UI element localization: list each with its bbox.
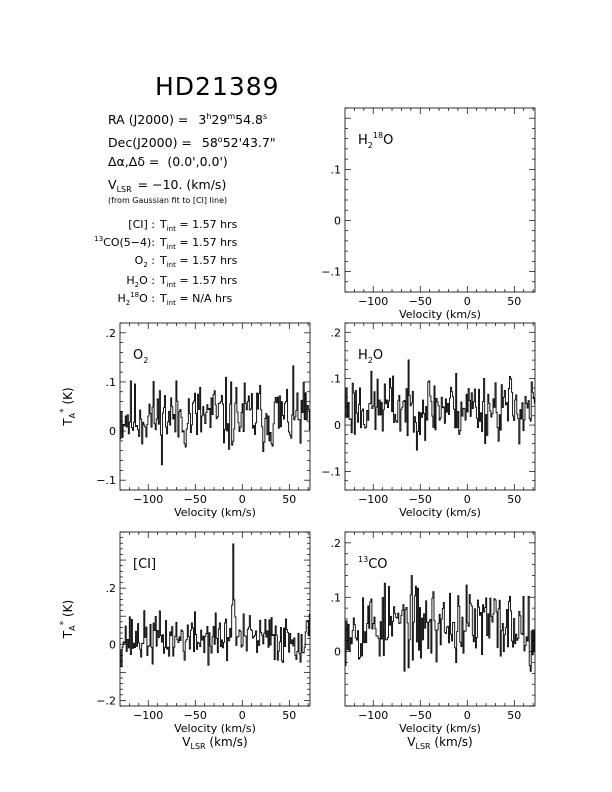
tint-value: Tint = 1.57 hrs: [159, 274, 238, 289]
x-tick-label: −100: [133, 493, 163, 506]
y-tick-label: 0: [334, 214, 341, 227]
tint-value: Tint = 1.57 hrs: [159, 236, 238, 251]
x-tick-label: −100: [133, 709, 163, 722]
spectrum-line: [345, 575, 535, 672]
x-tick-label: 0: [464, 295, 471, 308]
plot-frame: [119, 322, 311, 491]
panel-label: [CI]: [133, 557, 156, 572]
y-tick-label: −.1: [321, 465, 341, 478]
panel-label: H218O: [358, 131, 393, 150]
y-tick-label: .1: [331, 163, 342, 176]
x-tick-label: 50: [507, 295, 521, 308]
tint-value: Tint = N/A hrs: [159, 292, 233, 307]
panel-13co: −100 −50 0 50 0 .1 .2 Velocity (km/s)VLSR (km/s…: [331, 531, 536, 751]
vlsr-axis-label: VLSR (km/s): [407, 735, 472, 751]
y-tick-label: 0: [334, 646, 341, 659]
x-tick-label: 0: [464, 709, 471, 722]
tint-value: Tint = 1.57 hrs: [159, 254, 238, 269]
spectrum-line: [345, 359, 535, 451]
panel-label: O2: [133, 348, 148, 365]
tint-line-label: O2 :: [135, 254, 155, 269]
vlsr-axis-label: VLSR (km/s): [182, 735, 247, 751]
panel-h2o: −100 −50 0 50 −.1 0 .1 .2 Velocity (km/s) H2O: [321, 322, 536, 519]
ra-row: RA (J2000) = 3h29m54.8s: [108, 112, 267, 127]
y-axis-label: TA* (K): [59, 600, 77, 639]
panel-h218o: −100 −50 0 50 −.1 0 .1 Velocity (km/s) H218O: [321, 107, 536, 321]
spectrum-line: [120, 543, 310, 668]
tint-line-label: H2O :: [126, 274, 155, 289]
x-tick-label: −50: [184, 493, 207, 506]
dec-row: Dec(J2000) = 58o52'43.7": [108, 135, 276, 150]
x-tick-label: 50: [282, 709, 296, 722]
y-tick-label: .2: [331, 326, 342, 339]
y-tick-label: −.1: [96, 474, 116, 487]
x-axis-label: Velocity (km/s): [174, 722, 256, 735]
tint-line-label: 13CO(5−4):: [94, 235, 155, 249]
tint-line-label: H218O :: [117, 291, 155, 307]
x-tick-label: 0: [239, 709, 246, 722]
y-tick-label: .2: [331, 537, 342, 550]
panel-o2: −100 −50 0 50 −.1 0 .1 .2 Velocity (km/s) TA* (K)…: [59, 322, 311, 519]
x-tick-label: −50: [184, 709, 207, 722]
x-tick-label: −100: [358, 493, 388, 506]
y-tick-label: 0: [109, 638, 116, 651]
vlsr-row: VLSR = −10. (km/s): [108, 177, 226, 194]
panel-ci: −100 −50 0 50 −.2 0 .2 Velocity (km/s)VLSR (km/…: [59, 531, 311, 751]
x-axis-label: Velocity (km/s): [399, 506, 481, 519]
y-axis-label: TA* (K): [59, 387, 77, 426]
x-tick-label: 0: [464, 493, 471, 506]
spectrum-line: [120, 365, 310, 466]
y-tick-label: .1: [331, 591, 342, 604]
x-axis-label: Velocity (km/s): [399, 722, 481, 735]
y-tick-label: 0: [109, 425, 116, 438]
tint-rows: [CI] : Tint = 1.57 hrs 13CO(5−4): Tint = 1.…: [94, 218, 237, 307]
x-tick-label: 50: [507, 493, 521, 506]
x-tick-label: −50: [409, 493, 432, 506]
x-tick-label: −50: [409, 295, 432, 308]
tint-value: Tint = 1.57 hrs: [159, 218, 238, 233]
y-tick-label: −.1: [321, 266, 341, 279]
x-tick-label: 50: [282, 493, 296, 506]
tint-line-label: [CI] :: [128, 218, 155, 231]
x-tick-label: −100: [358, 709, 388, 722]
page-title: HD21389: [155, 72, 280, 101]
x-axis-label: Velocity (km/s): [174, 506, 256, 519]
panel-label: H2O: [358, 348, 383, 365]
info-block: RA (J2000) = 3h29m54.8s Dec(J2000) = 58o…: [108, 112, 276, 205]
x-tick-label: −100: [358, 295, 388, 308]
y-tick-label: −.2: [96, 694, 116, 707]
y-tick-label: .2: [106, 582, 117, 595]
x-axis-label: Velocity (km/s): [399, 308, 481, 321]
panel-label: 13CO: [358, 555, 388, 572]
plot-frame: [119, 531, 311, 707]
y-tick-label: .2: [106, 327, 117, 340]
y-tick-label: 0: [334, 419, 341, 432]
offset-row: Δα,Δδ = (0.0',0.0'): [108, 154, 228, 169]
y-tick-label: .1: [106, 376, 117, 389]
x-tick-label: 0: [239, 493, 246, 506]
x-tick-label: −50: [409, 709, 432, 722]
x-tick-label: 50: [507, 709, 521, 722]
vlsr-note: (from Gaussian fit to [CI] line): [108, 196, 227, 205]
y-tick-label: .1: [331, 373, 342, 386]
